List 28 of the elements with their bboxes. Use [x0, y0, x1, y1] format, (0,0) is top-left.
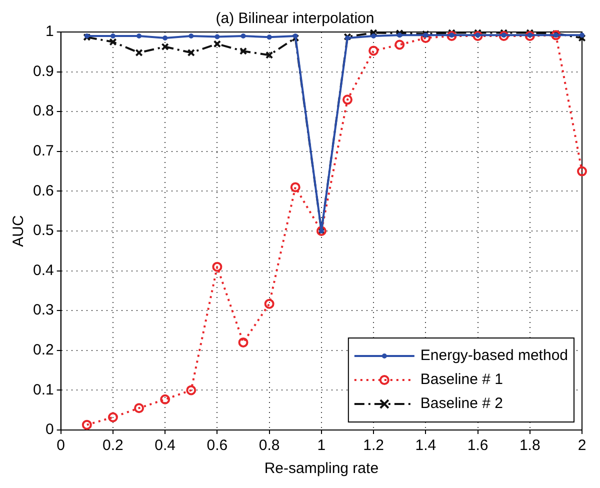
y-tick-label: 0.8 — [32, 102, 54, 120]
y-tick-label: 0.2 — [32, 342, 54, 359]
legend-label: Baseline # 2 — [420, 395, 503, 412]
y-tick-label: 0.4 — [32, 262, 54, 279]
x-tick-label: 2 — [578, 437, 586, 454]
y-tick-label: 0.5 — [32, 222, 54, 240]
y-tick-label: 0.6 — [32, 182, 54, 200]
chart-title: (a) Bilinear interpolation — [216, 10, 374, 28]
x-tick-label: 0.4 — [154, 437, 176, 454]
x-tick-label: 1.4 — [415, 437, 436, 454]
y-tick-label: 0.1 — [32, 381, 54, 398]
y-tick-label: 0 — [46, 421, 54, 438]
x-tick-label: 0.6 — [206, 437, 228, 454]
legend-label: Baseline # 1 — [420, 371, 503, 388]
y-tick-label: 1 — [46, 23, 54, 40]
x-tick-label: 0.2 — [102, 437, 124, 454]
y-tick-label: 0.3 — [32, 302, 54, 319]
x-tick-label: 1.2 — [363, 437, 384, 454]
x-axis-title: Re-sampling rate — [264, 460, 379, 478]
legend-label: Energy-based method — [420, 347, 568, 364]
x-tick-label: 1 — [317, 437, 326, 454]
x-tick-label: 1.6 — [467, 437, 488, 454]
x-tick-label: 1.8 — [519, 437, 540, 454]
y-tick-label: 0.9 — [32, 62, 54, 80]
x-tick-label: 0 — [56, 437, 66, 454]
y-tick-label: 0.7 — [32, 142, 54, 160]
y-axis-title: AUC — [10, 215, 28, 247]
x-tick-label: 0.8 — [258, 437, 280, 454]
